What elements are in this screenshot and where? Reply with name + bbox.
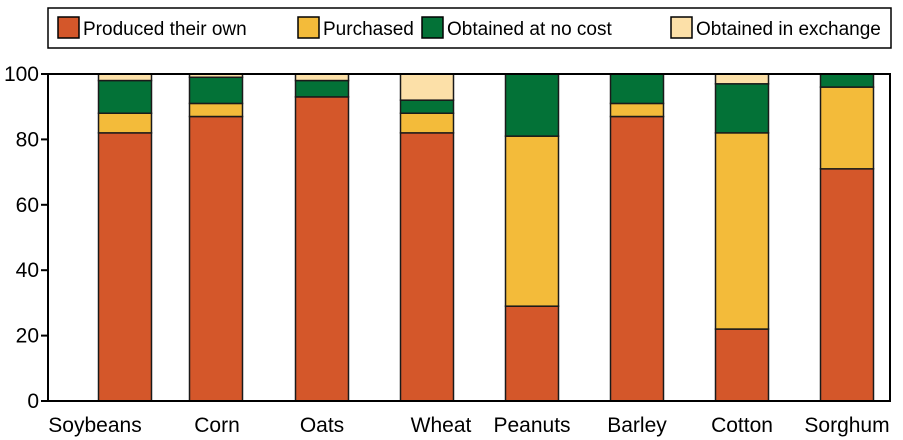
plot-frame — [47, 73, 891, 402]
legend: Produced their own Purchased Obtained at n… — [47, 7, 892, 49]
legend-item-obtained-in-exchange: Obtained in exchange — [670, 16, 881, 40]
bar-oats — [294, 73, 350, 402]
bar-segment-wheat-obtained-in-exchange — [399, 73, 455, 101]
legend-label-obtained-at-no-cost: Obtained at no cost — [447, 19, 612, 40]
bars — [97, 73, 875, 402]
bar-segment-soybeans-purchased — [97, 112, 153, 134]
bar-segment-soybeans-obtained-at-no-cost — [97, 79, 153, 114]
bar-segment-oats-obtained-at-no-cost — [294, 79, 350, 98]
bar-segment-cotton-produced-their-own — [714, 328, 770, 402]
x-axis: Soybeans Corn Oats Wheat Peanuts Barley Cotton… — [48, 414, 889, 437]
bar-peanuts — [504, 73, 560, 402]
bar-segment-sorghum-purchased — [819, 86, 875, 170]
x-tick-label-oats: Oats — [300, 414, 344, 437]
bar-cotton — [714, 73, 770, 402]
bar-segment-cotton-obtained-in-exchange — [714, 73, 770, 85]
y-axis: 0 20 40 60 80 100 — [4, 63, 48, 413]
y-tick-label-0: 0 — [27, 390, 39, 413]
legend-box — [47, 7, 892, 49]
legend-label-purchased: Purchased — [323, 19, 414, 40]
bar-segment-wheat-obtained-at-no-cost — [399, 99, 455, 114]
y-tick-label-20: 20 — [16, 325, 39, 348]
legend-item-obtained-at-no-cost: Obtained at no cost — [421, 16, 612, 40]
bar-segment-cotton-obtained-at-no-cost — [714, 83, 770, 134]
y-tick-label-60: 60 — [16, 194, 39, 217]
x-tick-label-barley: Barley — [607, 414, 667, 437]
bar-wheat — [399, 73, 455, 402]
bar-segment-corn-purchased — [188, 102, 244, 118]
bar-barley — [609, 73, 665, 402]
bar-sorghum — [819, 73, 875, 402]
bar-segment-cotton-purchased — [714, 132, 770, 330]
bar-segment-soybeans-produced-their-own — [97, 132, 153, 402]
y-tick-label-80: 80 — [16, 128, 39, 151]
x-tick-label-wheat: Wheat — [411, 414, 472, 437]
bar-segment-sorghum-obtained-at-no-cost — [819, 73, 875, 88]
legend-swatch-produced-their-own — [57, 16, 80, 39]
bar-segment-wheat-produced-their-own — [399, 132, 455, 402]
legend-swatch-purchased — [297, 16, 320, 39]
bar-segment-peanuts-purchased — [504, 135, 560, 307]
bar-segment-sorghum-produced-their-own — [819, 168, 875, 402]
bar-segment-corn-produced-their-own — [188, 115, 244, 402]
bar-segment-peanuts-produced-their-own — [504, 305, 560, 402]
legend-swatch-obtained-at-no-cost — [421, 16, 444, 39]
legend-item-produced-their-own: Produced their own — [57, 16, 247, 40]
x-tick-label-corn: Corn — [194, 414, 240, 437]
legend-items: Produced their own Purchased Obtained at n… — [57, 16, 881, 40]
x-tick-label-soybeans: Soybeans — [48, 414, 141, 437]
bar-corn — [188, 73, 244, 402]
legend-swatch-obtained-in-exchange — [670, 16, 693, 39]
bar-soybeans — [97, 73, 153, 402]
y-tick-label-40: 40 — [16, 259, 39, 282]
bar-segment-barley-purchased — [609, 102, 665, 118]
bar-segment-oats-produced-their-own — [294, 96, 350, 402]
legend-item-purchased: Purchased — [297, 16, 414, 40]
bar-segment-corn-obtained-at-no-cost — [188, 76, 244, 105]
legend-label-obtained-in-exchange: Obtained in exchange — [696, 19, 881, 40]
y-tick-label-100: 100 — [4, 63, 39, 86]
bar-segment-barley-obtained-at-no-cost — [609, 73, 665, 105]
bar-segment-barley-produced-their-own — [609, 115, 665, 402]
x-tick-label-sorghum: Sorghum — [804, 414, 889, 437]
bar-segment-wheat-purchased — [399, 112, 455, 134]
x-tick-label-peanuts: Peanuts — [493, 414, 570, 437]
legend-label-produced-their-own: Produced their own — [83, 19, 247, 40]
x-tick-label-cotton: Cotton — [711, 414, 773, 437]
bar-segment-peanuts-obtained-at-no-cost — [504, 73, 560, 137]
